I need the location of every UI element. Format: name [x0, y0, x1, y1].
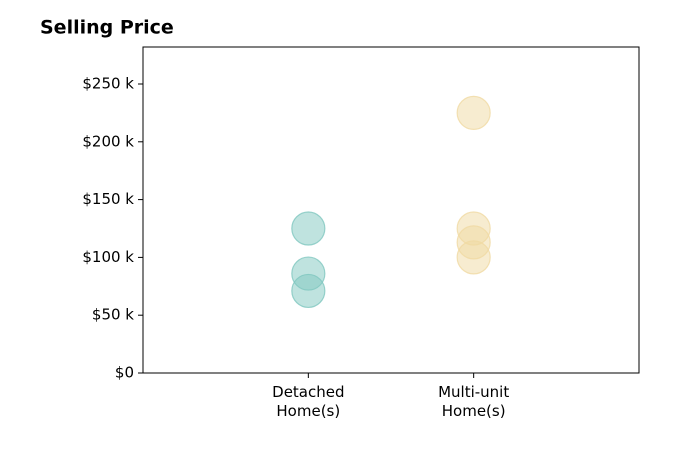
y-tick-label: $150 k [82, 190, 134, 208]
y-tick-label: $50 k [92, 306, 134, 324]
y-tick-label: $200 k [82, 132, 134, 150]
x-tick-label: Detached Home(s) [272, 383, 344, 420]
plot-frame [142, 46, 640, 374]
y-tick-label: $250 k [82, 74, 134, 92]
point [291, 273, 326, 309]
y-tick-label: $100 k [82, 248, 134, 266]
point [291, 211, 326, 246]
chart-title: Selling Price [40, 17, 174, 39]
y-tick-label: $0 [115, 364, 134, 382]
point [456, 95, 491, 130]
point [456, 240, 491, 275]
x-tick-label: Multi-unit Home(s) [438, 383, 509, 420]
